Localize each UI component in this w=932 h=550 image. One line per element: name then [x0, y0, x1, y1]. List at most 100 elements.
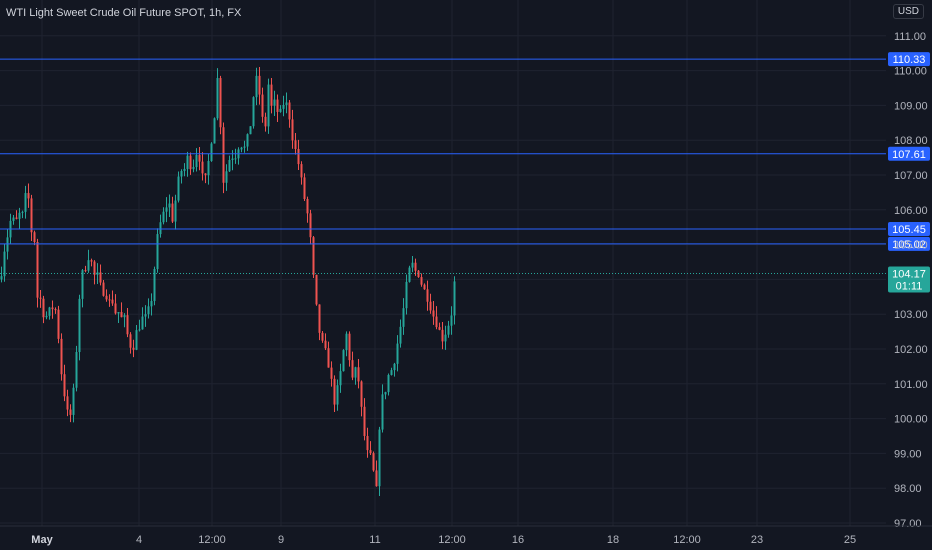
candle-body [309, 213, 312, 238]
candle-body [72, 387, 75, 415]
candle-body [324, 340, 327, 349]
candle-body [24, 193, 27, 212]
candle-body [144, 314, 147, 317]
x-tick-label: May [31, 534, 53, 546]
candle-body [231, 158, 234, 161]
candle-body [402, 308, 405, 327]
candle-body [204, 173, 207, 176]
candle-body [228, 160, 231, 172]
y-tick-label: 111.00 [894, 31, 926, 43]
candle-body [408, 267, 411, 282]
candle-body [0, 276, 3, 280]
last-price-label: 104.17 [892, 268, 926, 280]
x-tick-label: 18 [607, 534, 619, 546]
candle-body [78, 298, 81, 353]
candle-body [213, 118, 216, 144]
candle-body [384, 392, 387, 395]
candle-body [36, 242, 39, 298]
candle-body [318, 304, 321, 333]
price-axis[interactable]: 97.00 98.00 99.00 100.00 101.00 102.00 103.00 1… [894, 31, 928, 530]
candle-body [372, 453, 375, 471]
candle-body [255, 75, 258, 98]
candle-body [450, 315, 453, 326]
candle-body [354, 367, 357, 378]
candle-body [132, 347, 135, 350]
candle-body [360, 381, 363, 407]
candle-body [420, 277, 423, 285]
candle-body [321, 332, 324, 341]
candle-body [405, 281, 408, 309]
candle-body [135, 330, 138, 350]
y-tick-label: 99.00 [894, 448, 922, 460]
candle-body [264, 116, 267, 127]
y-tick-label: 108.00 [894, 135, 928, 147]
candle-body [42, 298, 45, 318]
candle-body [123, 315, 126, 318]
candle-body [249, 126, 252, 135]
x-tick-label: 4 [136, 534, 142, 546]
candle-body [177, 176, 180, 201]
candle-body [15, 217, 18, 219]
candle-body [234, 158, 237, 160]
candle-body [225, 171, 228, 183]
level-label: 105.45 [892, 224, 926, 236]
candle-body [207, 161, 210, 176]
candle-body [285, 102, 288, 105]
candle-body [222, 127, 225, 183]
y-tick-label: 109.00 [894, 100, 928, 112]
candle-body [246, 134, 249, 147]
candle-body [141, 316, 144, 330]
level-label-box [888, 221, 930, 236]
candle-body [303, 177, 306, 200]
currency-button[interactable]: USD [892, 4, 924, 19]
candle-body [411, 262, 414, 268]
candle-body [69, 409, 72, 415]
x-tick-label: 16 [512, 534, 524, 546]
candle-body [273, 99, 276, 106]
chart-title: WTI Light Sweet Crude Oil Future SPOT, 1… [6, 7, 242, 19]
candle-body [216, 78, 219, 119]
candle-body [423, 284, 426, 290]
candle-body [66, 396, 69, 410]
candle-body [147, 306, 150, 315]
candle-body [186, 155, 189, 169]
candle-body [366, 435, 369, 451]
candle-body [168, 203, 171, 208]
candle-body [195, 155, 198, 168]
candle-body [219, 78, 222, 128]
candle-body [93, 261, 96, 275]
time-axis[interactable]: May 4 12:00 9 11 12:00 16 18 12:00 23 25 [0, 525, 932, 546]
candle-body [27, 193, 30, 199]
level-label: 107.61 [892, 149, 926, 161]
candle-body [258, 75, 261, 95]
candle-body [21, 211, 24, 213]
candle-body [126, 315, 129, 335]
candle-body [171, 203, 174, 222]
y-tick-label: 105.00 [894, 240, 928, 252]
level-label: 105.02 [892, 239, 926, 251]
candle-body [399, 326, 402, 344]
candle-body [375, 470, 378, 487]
candle-body [165, 207, 168, 212]
candle-body [84, 270, 87, 272]
candle-body [342, 350, 345, 372]
candle-body [114, 303, 117, 314]
candle-body [312, 237, 315, 275]
y-tick-label: 110.00 [894, 66, 927, 78]
x-tick-label: 23 [751, 534, 763, 546]
candle-body [381, 394, 384, 430]
candle-body [108, 299, 111, 301]
candle-body [267, 84, 270, 127]
candle-body [129, 334, 132, 348]
level-label-box [888, 52, 930, 67]
y-tick-label: 102.00 [894, 344, 928, 356]
candle-body [12, 217, 15, 221]
y-tick-label: 107.00 [894, 170, 928, 182]
candle-body [279, 108, 282, 112]
candle-body [333, 378, 336, 405]
level-label-box [888, 236, 930, 251]
candle-body [294, 140, 297, 149]
candle-body [51, 307, 54, 310]
